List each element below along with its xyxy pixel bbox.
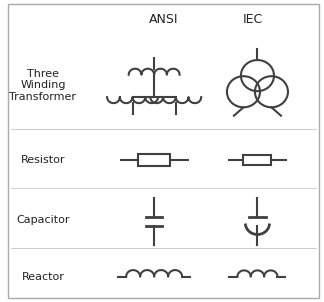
- FancyBboxPatch shape: [138, 154, 170, 166]
- Text: ANSI: ANSI: [149, 13, 179, 26]
- FancyBboxPatch shape: [243, 155, 272, 165]
- FancyBboxPatch shape: [8, 5, 319, 297]
- Text: Reactor: Reactor: [21, 272, 64, 282]
- Text: Resistor: Resistor: [21, 155, 65, 165]
- Text: Capacitor: Capacitor: [16, 215, 70, 225]
- Text: IEC: IEC: [243, 13, 263, 26]
- Text: Three
Winding
Transformer: Three Winding Transformer: [9, 69, 76, 102]
